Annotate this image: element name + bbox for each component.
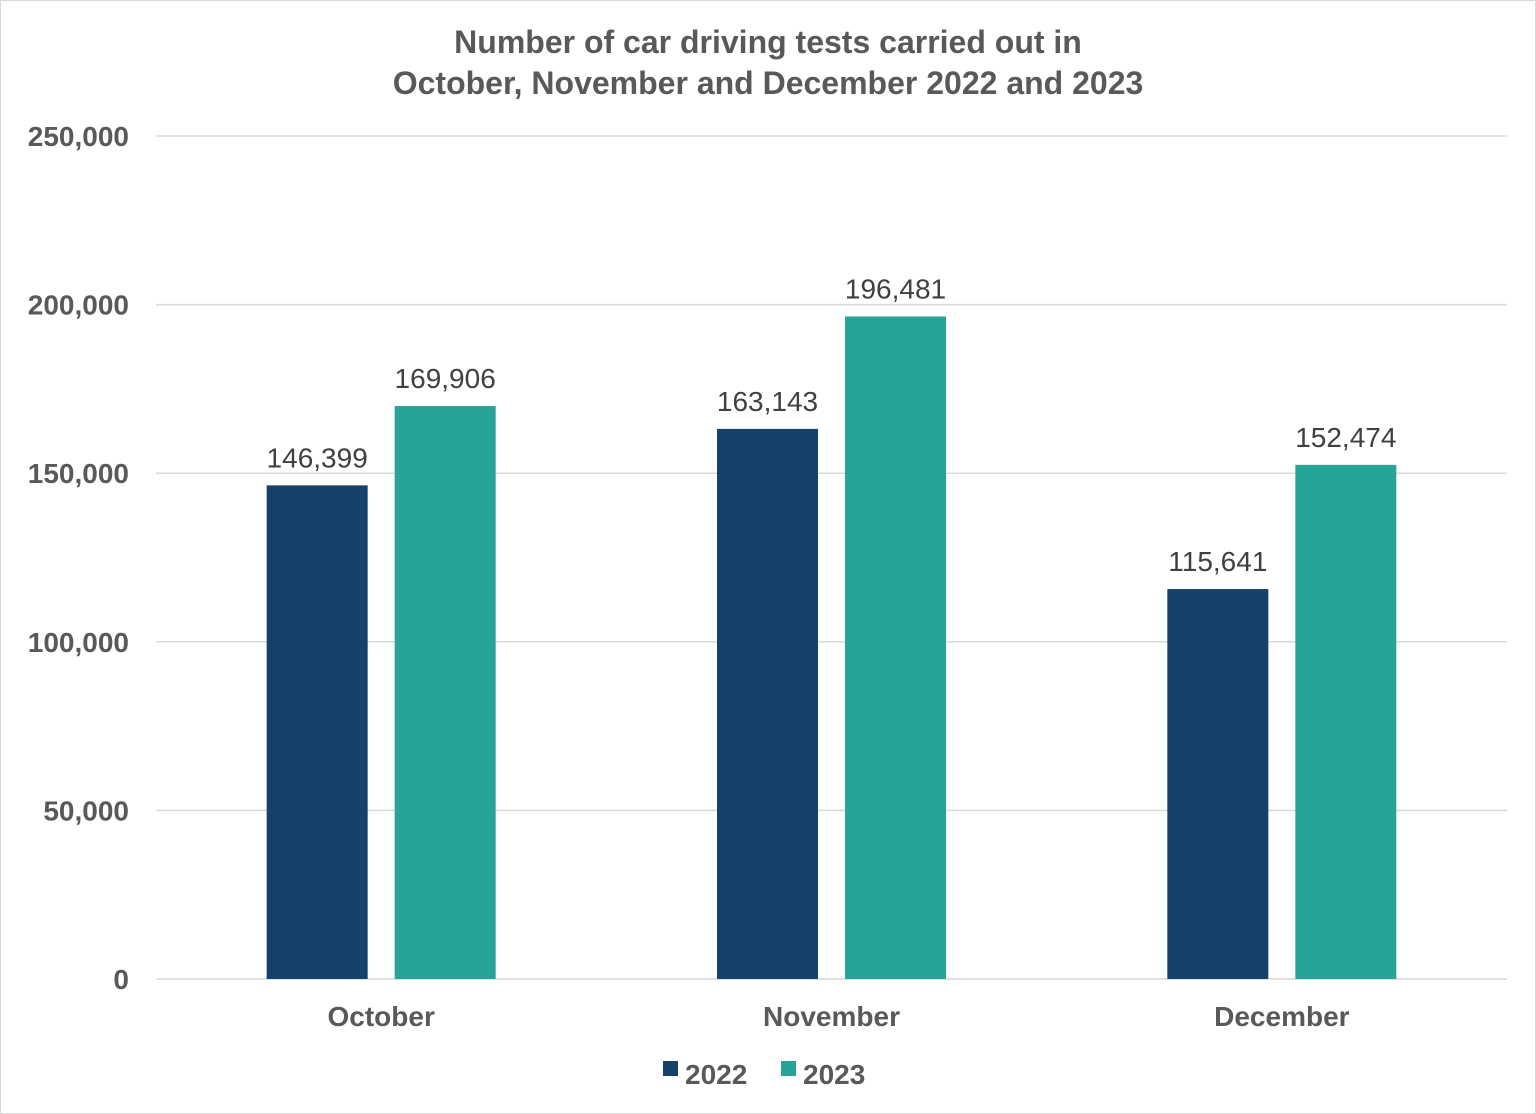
y-tick-label: 150,000: [28, 458, 129, 489]
bar-2023-december: [1295, 464, 1397, 979]
data-label: 169,906: [395, 363, 496, 394]
y-axis-ticks: 0 50,000 100,000 150,000 200,000 250,000: [28, 121, 129, 995]
bar-2022-november: [717, 428, 818, 979]
bar-2022-october: [266, 485, 368, 979]
x-tick-label: December: [1214, 1001, 1350, 1032]
x-tick-label: November: [763, 1001, 900, 1032]
data-label: 163,143: [717, 386, 818, 417]
legend-label-2022: 2022: [685, 1059, 747, 1090]
y-tick-label: 0: [113, 964, 129, 995]
x-axis-ticks: October November December: [327, 1001, 1349, 1032]
gridlines: [156, 135, 1507, 980]
data-label: 115,641: [1168, 546, 1267, 577]
x-tick-label: October: [327, 1001, 434, 1032]
legend: 2022 2023: [663, 1059, 865, 1090]
bar-2023-november: [845, 316, 946, 979]
data-label: 152,474: [1295, 422, 1396, 453]
data-label: 196,481: [845, 273, 946, 304]
bar-2023-october: [394, 406, 496, 979]
bars: [266, 316, 1397, 979]
y-tick-label: 50,000: [43, 795, 129, 826]
chart-title-line-1: Number of car driving tests carried out …: [454, 24, 1082, 60]
legend-swatch-2022: [663, 1061, 678, 1076]
y-tick-label: 200,000: [28, 290, 129, 321]
bar-2022-december: [1167, 589, 1269, 979]
data-label: 146,399: [267, 442, 368, 473]
y-tick-label: 250,000: [28, 121, 129, 152]
legend-swatch-2023: [781, 1061, 796, 1076]
legend-label-2023: 2023: [803, 1059, 865, 1090]
chart-title: Number of car driving tests carried out …: [393, 24, 1144, 101]
y-tick-label: 100,000: [28, 627, 129, 658]
chart-title-line-2: October, November and December 2022 and …: [393, 65, 1144, 101]
data-labels: 146,399 169,906 163,143 196,481 115,641 152,4…: [267, 273, 1397, 577]
